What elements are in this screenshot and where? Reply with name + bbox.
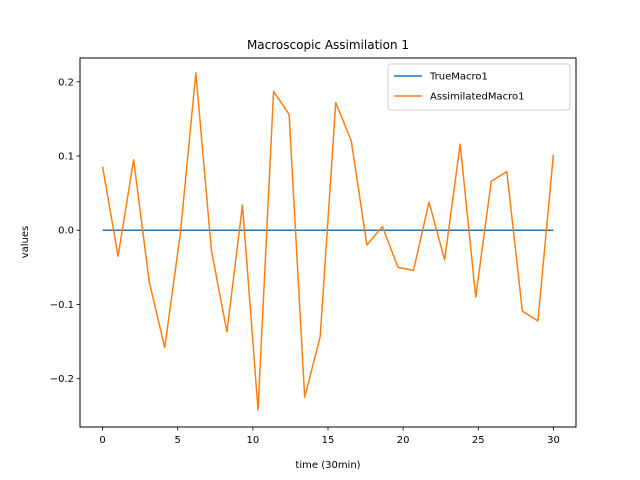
y-tick-label: −0.1 — [50, 300, 74, 311]
x-tick-label: 0 — [99, 435, 105, 446]
plot-area — [101, 72, 555, 411]
legend-label: TrueMacro1 — [429, 72, 488, 83]
chart-title: Macroscopic Assimilation 1 — [247, 38, 409, 52]
x-tick-label: 15 — [322, 435, 335, 446]
legend: TrueMacro1 AssimilatedMacro1 — [387, 63, 571, 111]
x-axis-label: time (30min) — [295, 460, 360, 471]
legend-box — [387, 63, 571, 111]
y-tick-label: 0.1 — [58, 152, 74, 163]
x-tick-label: 5 — [175, 435, 181, 446]
y-tick-label: 0.2 — [58, 77, 74, 88]
y-axis-label: values — [20, 226, 31, 259]
x-tick-label: 20 — [397, 435, 410, 446]
legend-label: AssimilatedMacro1 — [430, 92, 525, 103]
x-tick-label: 10 — [246, 435, 259, 446]
y-axis-ticks: −0.2 −0.1 0.0 0.1 0.2 — [50, 77, 80, 385]
y-tick-label: −0.2 — [50, 374, 74, 385]
x-axis-ticks: 0 5 10 15 20 25 30 — [99, 427, 560, 446]
y-tick-label: 0.0 — [58, 226, 74, 237]
x-tick-label: 30 — [547, 435, 560, 446]
series-line-2 — [101, 72, 555, 411]
x-tick-label: 25 — [472, 435, 485, 446]
